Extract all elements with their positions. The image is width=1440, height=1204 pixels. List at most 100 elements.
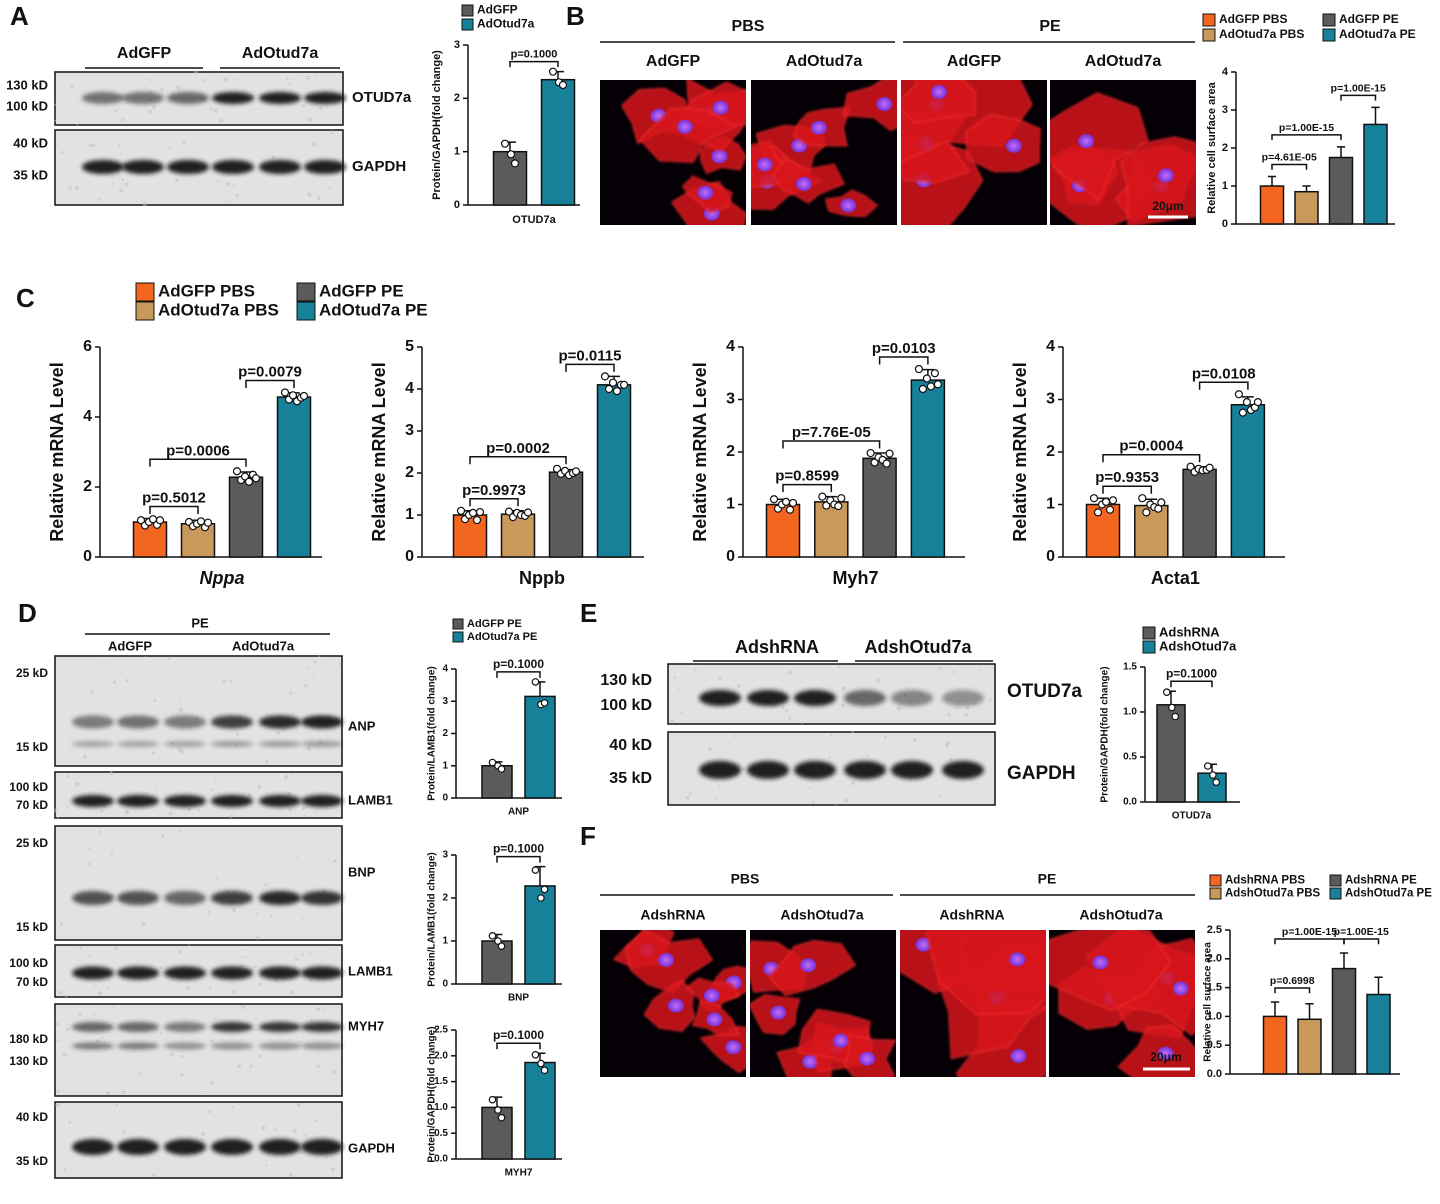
bar xyxy=(481,765,513,799)
blot-speck xyxy=(316,1064,321,1068)
blot-speck xyxy=(159,965,163,970)
nucleus xyxy=(712,100,729,115)
blot-speck xyxy=(295,856,298,859)
marker: 100 kD xyxy=(9,956,48,970)
blot-speck xyxy=(274,1127,277,1131)
data-point xyxy=(619,380,629,389)
blot-speck xyxy=(57,1103,61,1107)
data-point xyxy=(1138,494,1147,503)
legend-label: AdGFP PE xyxy=(319,281,404,300)
blot-band xyxy=(747,690,789,706)
blot-band xyxy=(211,891,253,905)
blot-speck xyxy=(161,834,165,839)
blot-band xyxy=(122,92,164,104)
blot-speck xyxy=(678,688,681,691)
p-value: p=0.1000 xyxy=(493,1028,544,1042)
blot-speck xyxy=(947,712,951,717)
blot-speck xyxy=(217,843,220,846)
blot-speck xyxy=(334,694,336,697)
cell xyxy=(1117,1024,1195,1077)
cell xyxy=(638,107,737,163)
nucleus xyxy=(876,97,893,112)
label: PE xyxy=(191,615,209,630)
blot-speck xyxy=(258,108,260,110)
blot-band xyxy=(259,92,301,104)
blot-speck xyxy=(680,711,683,715)
blot-speck xyxy=(85,198,88,200)
legend-swatch xyxy=(296,282,316,302)
blot-speck xyxy=(239,964,243,968)
protein: GAPDH xyxy=(352,158,406,175)
y-tick-label: 0.5 xyxy=(434,1128,448,1139)
blot-speck xyxy=(333,859,337,863)
p-value: p=0.0115 xyxy=(559,347,622,364)
blot-speck xyxy=(64,994,68,998)
blot-speck xyxy=(231,1105,235,1109)
blot-band xyxy=(72,715,114,729)
y-tick-label: 1.5 xyxy=(434,1076,448,1087)
legend-swatch xyxy=(1322,13,1336,27)
blot-speck xyxy=(685,795,690,800)
blot-speck xyxy=(78,958,82,962)
blot-speck xyxy=(255,912,258,916)
blot-speck xyxy=(53,119,57,122)
y-axis-label: Relative mRNA Level xyxy=(690,362,710,541)
blot-band xyxy=(167,92,209,104)
blot-speck xyxy=(112,680,117,685)
blot-speck xyxy=(214,1017,217,1020)
y-tick-label: 3 xyxy=(1046,391,1055,408)
data-point xyxy=(1089,494,1099,503)
cells xyxy=(751,80,897,218)
blot-speck xyxy=(125,678,129,683)
data-point xyxy=(1234,390,1244,399)
blot-band xyxy=(301,741,343,747)
blot-speck xyxy=(55,1022,59,1026)
blot-speck xyxy=(307,192,312,197)
blot-speck xyxy=(313,660,317,664)
data-point xyxy=(1154,504,1163,513)
blot-speck xyxy=(258,982,263,986)
y-tick-label: 3 xyxy=(442,850,448,861)
nucleus xyxy=(1009,952,1026,967)
blot-speck xyxy=(203,170,207,174)
blot-band xyxy=(117,741,159,747)
legend-label: AdOtud7a PE xyxy=(1339,27,1416,41)
blot-speck xyxy=(241,1004,246,1009)
data-point xyxy=(1108,496,1118,505)
blot-speck xyxy=(113,1149,115,1152)
blot-speck xyxy=(252,196,254,198)
blot-band xyxy=(259,741,301,747)
blot-band xyxy=(211,1022,253,1032)
blot-speck xyxy=(57,1039,60,1042)
blot-speck xyxy=(255,935,260,940)
data-point xyxy=(834,501,843,511)
significance-bracket xyxy=(1271,163,1308,170)
blot-band xyxy=(794,690,836,706)
blot-speck xyxy=(295,1128,298,1130)
blot-band xyxy=(259,795,301,807)
data-point xyxy=(930,369,940,378)
blot-speck xyxy=(319,106,323,111)
data-point xyxy=(933,380,943,389)
blot-speck xyxy=(283,774,289,779)
blot-speck xyxy=(109,771,113,775)
data-point xyxy=(531,866,540,874)
blot-speck xyxy=(229,814,233,819)
p-value: p=0.9353 xyxy=(1095,469,1159,486)
blot-speck xyxy=(718,675,722,680)
bar xyxy=(1262,1015,1288,1075)
data-point xyxy=(882,459,891,468)
panel-letter: E xyxy=(580,598,597,628)
data-point xyxy=(232,467,242,476)
y-tick-label: 1.0 xyxy=(1123,707,1137,718)
data-point xyxy=(918,384,928,394)
error-bar xyxy=(1270,1001,1280,1017)
blot-speck xyxy=(323,1008,326,1011)
blot-band xyxy=(259,715,301,729)
bar xyxy=(1182,468,1217,558)
significance-bracket xyxy=(496,671,541,678)
cell xyxy=(1120,136,1196,225)
blot-speck xyxy=(339,829,342,832)
marker: 35 kD xyxy=(609,770,652,787)
